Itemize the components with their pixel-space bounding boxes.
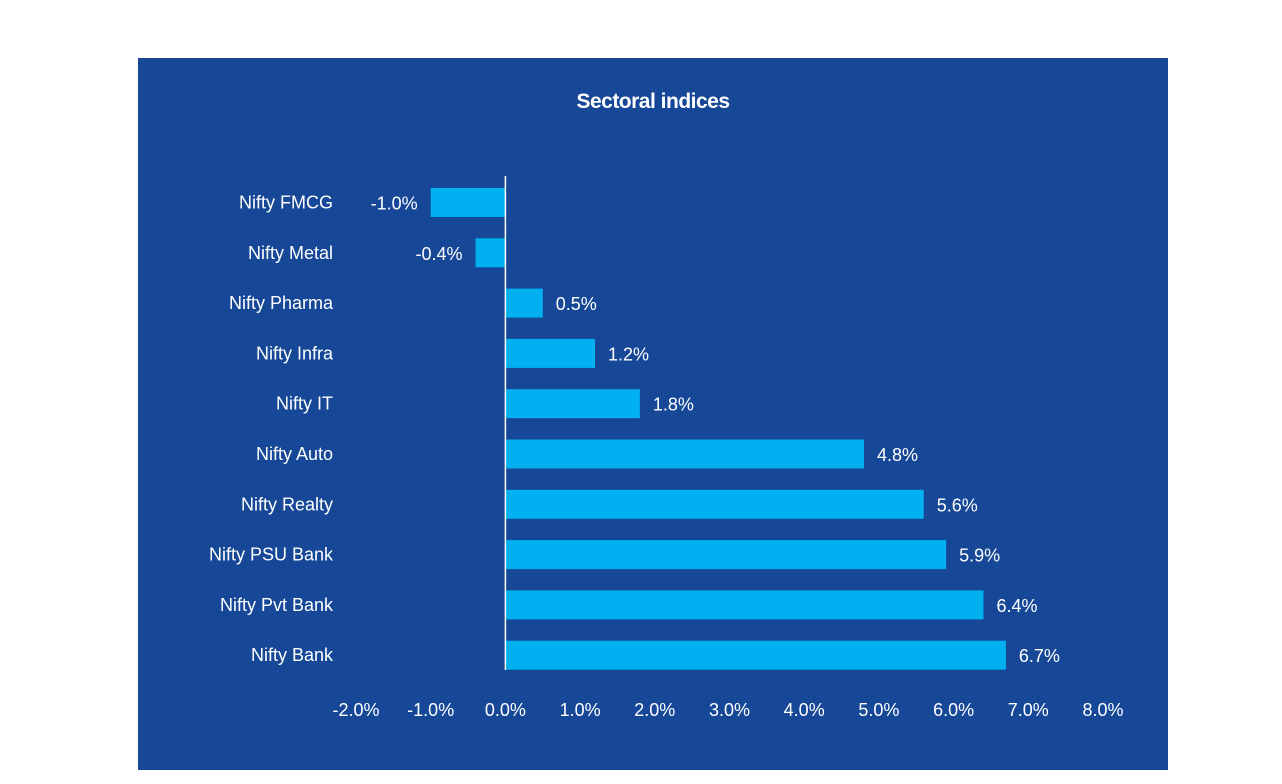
x-tick-label: 2.0% bbox=[634, 700, 675, 720]
category-label: Nifty Pharma bbox=[229, 293, 334, 313]
data-label: 1.8% bbox=[653, 395, 694, 415]
bar-nifty-pvt-bank bbox=[505, 590, 984, 620]
category-label: Nifty PSU Bank bbox=[209, 545, 334, 565]
x-tick-label: 0.0% bbox=[485, 700, 526, 720]
x-tick-label: 1.0% bbox=[560, 700, 601, 720]
data-label: -1.0% bbox=[371, 194, 418, 214]
x-tick-label: -1.0% bbox=[407, 700, 454, 720]
data-label: 0.5% bbox=[556, 294, 597, 314]
bar-nifty-metal bbox=[475, 238, 506, 268]
data-label: 6.7% bbox=[1019, 646, 1060, 666]
x-tick-label: 3.0% bbox=[709, 700, 750, 720]
x-tick-label: 7.0% bbox=[1008, 700, 1049, 720]
data-label: 6.4% bbox=[996, 596, 1037, 616]
category-label: Nifty Metal bbox=[248, 243, 333, 263]
category-label: Nifty Infra bbox=[256, 343, 334, 363]
bar-nifty-psu-bank bbox=[505, 540, 947, 570]
bar-nifty-realty bbox=[505, 489, 924, 519]
x-tick-label: 4.0% bbox=[784, 700, 825, 720]
bar-nifty-pharma bbox=[505, 288, 543, 318]
data-label: 5.6% bbox=[937, 495, 978, 515]
x-tick-label: 6.0% bbox=[933, 700, 974, 720]
data-label: 4.8% bbox=[877, 445, 918, 465]
category-label: Nifty FMCG bbox=[239, 193, 333, 213]
category-label: Nifty Auto bbox=[256, 444, 333, 464]
data-label: -0.4% bbox=[415, 244, 462, 264]
bar-nifty-infra bbox=[505, 338, 596, 368]
bar-nifty-fmcg bbox=[430, 188, 506, 217]
bar-nifty-auto bbox=[505, 439, 864, 469]
bar-nifty-it bbox=[505, 389, 640, 419]
category-label: Nifty Bank bbox=[251, 645, 334, 665]
category-label: Nifty Pvt Bank bbox=[220, 595, 334, 615]
x-tick-label: 8.0% bbox=[1082, 700, 1123, 720]
bar-nifty-bank bbox=[505, 640, 1006, 670]
x-tick-label: 5.0% bbox=[858, 700, 899, 720]
chart-title: Sectoral indices bbox=[576, 90, 730, 113]
bar-chart: Nifty FMCG -1.0% Nifty Metal -0.4% Nifty Pha… bbox=[209, 176, 1124, 720]
x-tick-label: -2.0% bbox=[332, 700, 379, 720]
chart-panel: Sectoral indices Nifty FMCG -1.0% Nifty Me… bbox=[138, 58, 1168, 770]
category-label: Nifty IT bbox=[276, 394, 333, 414]
data-label: 1.2% bbox=[608, 344, 649, 364]
data-label: 5.9% bbox=[959, 546, 1000, 566]
category-label: Nifty Realty bbox=[241, 494, 333, 514]
